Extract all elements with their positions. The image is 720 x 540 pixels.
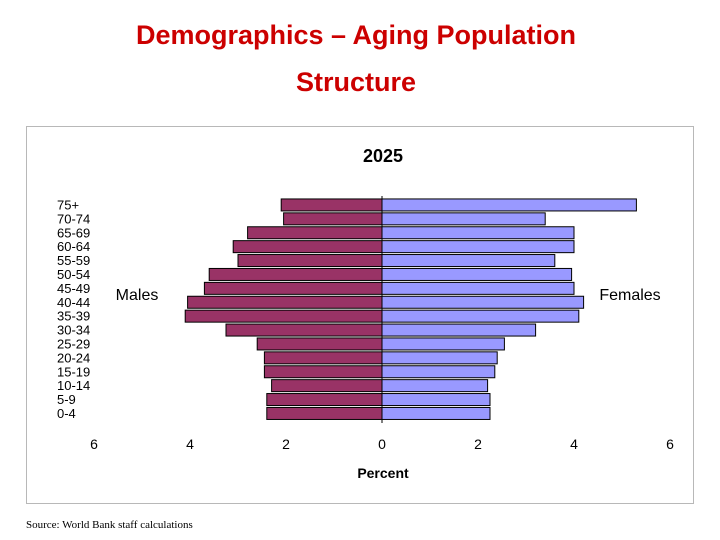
bar-males-25-29 <box>256 337 383 351</box>
age-group-label: 55-59 <box>57 253 90 268</box>
bar-males-75+ <box>280 198 383 212</box>
source-note: Source: World Bank staff calculations <box>26 519 193 531</box>
bar-females-70-74 <box>381 212 546 226</box>
age-group-label: 75+ <box>57 197 79 212</box>
x-tick-label: 2 <box>474 436 482 452</box>
x-tick-label: 2 <box>282 436 290 452</box>
bar-females-5-9 <box>381 393 491 407</box>
x-tick-label: 4 <box>570 436 578 452</box>
bar-males-50-54 <box>208 267 383 281</box>
chart-title: 2025 <box>363 146 403 166</box>
bar-females-45-49 <box>381 281 575 295</box>
bar-females-50-54 <box>381 267 573 281</box>
bar-males-20-24 <box>263 351 383 365</box>
bar-males-5-9 <box>266 393 383 407</box>
bar-males-15-19 <box>263 365 383 379</box>
bar-males-35-39 <box>184 309 383 323</box>
bar-females-30-34 <box>381 323 537 337</box>
bar-females-25-29 <box>381 337 505 351</box>
bar-males-65-69 <box>247 226 383 240</box>
age-group-label: 50-54 <box>57 267 90 282</box>
bar-females-35-39 <box>381 309 580 323</box>
x-tick-label: 4 <box>186 436 194 452</box>
age-group-label: 15-19 <box>57 364 90 379</box>
age-group-label: 0-4 <box>57 406 76 421</box>
bar-females-40-44 <box>381 295 585 309</box>
age-group-label: 60-64 <box>57 239 90 254</box>
slide-title-line-1: Demographics – Aging Population <box>135 20 577 50</box>
bar-females-60-64 <box>381 240 575 254</box>
bar-males-60-64 <box>232 240 383 254</box>
bar-males-70-74 <box>283 212 383 226</box>
bar-females-75+ <box>381 198 637 212</box>
x-tick-label: 6 <box>90 436 98 452</box>
age-group-label: 40-44 <box>57 295 90 310</box>
x-axis-label: Percent <box>357 465 409 481</box>
age-group-label: 25-29 <box>57 336 90 351</box>
bar-females-15-19 <box>381 365 496 379</box>
x-tick-label: 6 <box>666 436 674 452</box>
bar-males-40-44 <box>187 295 383 309</box>
chart-frame: 2025 75+ 70-74 65-69 60-64 55-59 50-54 45-49 40-… <box>26 126 694 504</box>
population-pyramid-chart: 202575+70-7465-6960-6455-5950-5445-4940-… <box>57 146 674 481</box>
bar-females-20-24 <box>381 351 498 365</box>
bar-females-65-69 <box>381 226 575 240</box>
series-label-females: Females <box>599 287 660 304</box>
age-group-label: 20-24 <box>57 350 90 365</box>
age-group-label: 30-34 <box>57 323 90 338</box>
age-group-label: 70-74 <box>57 211 90 226</box>
age-group-label: 65-69 <box>57 225 90 240</box>
age-group-label: 5-9 <box>57 392 76 407</box>
age-group-label: 45-49 <box>57 281 90 296</box>
bar-females-55-59 <box>381 254 556 268</box>
slide-title-line-2: Structure <box>295 67 417 97</box>
bar-males-30-34 <box>225 323 383 337</box>
bar-males-0-4 <box>266 406 383 420</box>
bar-females-0-4 <box>381 406 491 420</box>
bar-males-10-14 <box>271 379 383 393</box>
slide-title: Demographics – Aging Population Structur… <box>0 22 712 99</box>
x-tick-label: 0 <box>378 436 386 452</box>
age-group-label: 35-39 <box>57 309 90 324</box>
age-group-label: 10-14 <box>57 378 90 393</box>
bar-females-10-14 <box>381 379 489 393</box>
series-label-males: Males <box>116 287 159 304</box>
bar-males-55-59 <box>237 254 383 268</box>
bar-males-45-49 <box>203 281 383 295</box>
